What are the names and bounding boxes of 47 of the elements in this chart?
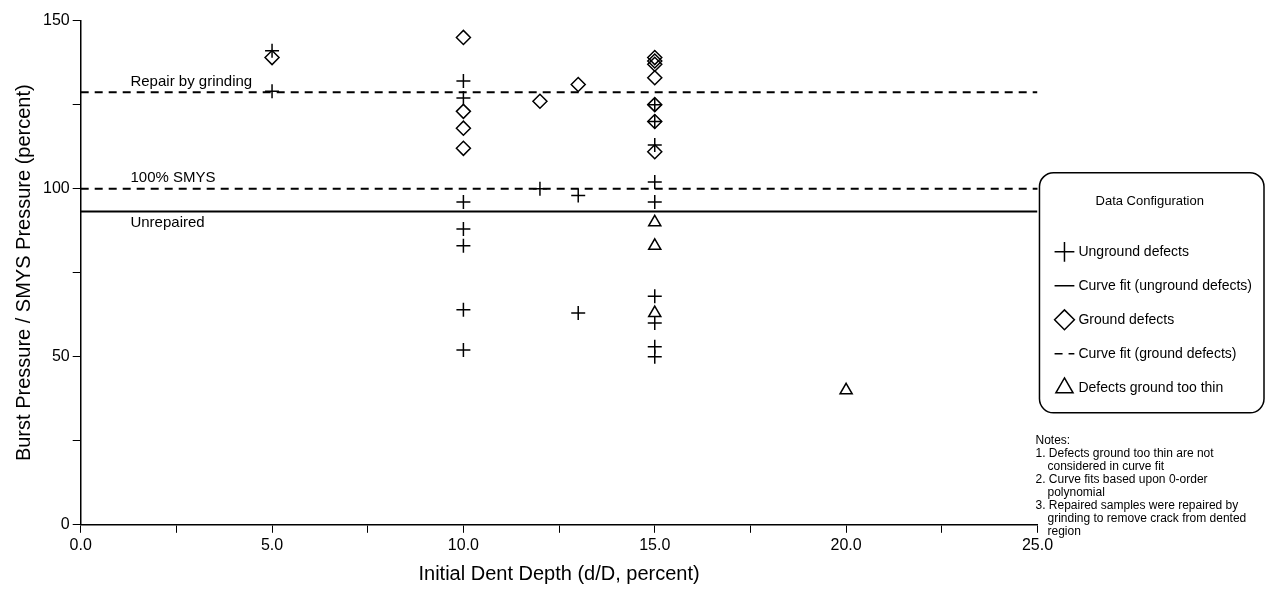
point (647, 143, 663, 160)
point (570, 187, 586, 204)
point (570, 76, 586, 93)
legend-label: Curve fit (ground defects) (1078, 344, 1237, 361)
point (455, 90, 472, 106)
point (647, 49, 663, 66)
x-axis-title: Initial Dent Depth (d/D, percent) (418, 561, 700, 584)
point (647, 238, 662, 251)
x-tick-label: 15.0 (639, 535, 671, 553)
y-axis-title: Burst Pressure / SMYS Pressure (percent) (11, 84, 34, 462)
point (647, 53, 663, 69)
point (647, 56, 663, 73)
ref-line-label: 100% SMYS (130, 168, 216, 186)
legend-label: Unground defects (1078, 242, 1189, 259)
y-tick-label: 0 (60, 515, 70, 533)
point (455, 29, 472, 46)
point (455, 140, 472, 157)
annotation: Unrepaired (130, 213, 205, 231)
annotation: Repair by grinding (130, 71, 253, 89)
point (532, 93, 548, 110)
x-tick-label: 0.0 (69, 535, 92, 553)
point (455, 194, 472, 210)
x-tick-label: 20.0 (830, 535, 862, 553)
point (455, 301, 472, 318)
legend-title: Data Configuration (1095, 193, 1204, 209)
point (455, 120, 472, 136)
point (647, 69, 663, 86)
x-tick-label: 10.0 (447, 535, 480, 553)
y-tick-label: 150 (42, 11, 70, 29)
point (839, 382, 853, 395)
legend-label: Ground defects (1078, 310, 1175, 327)
point (647, 305, 662, 318)
y-tick-label: 100 (42, 179, 70, 197)
point (455, 342, 472, 358)
annotation: 1. Defects ground too thin are not considered in curve fit (1035, 446, 1215, 474)
point (264, 49, 280, 66)
point (455, 73, 472, 89)
point (647, 214, 662, 227)
point (455, 103, 472, 120)
point (455, 221, 472, 237)
y-tick-label: 50 (51, 347, 70, 365)
legend-label: Curve fit (unground defects) (1078, 276, 1252, 293)
annotation: 2. Curve fits based upon 0-order polynomial (1035, 472, 1208, 500)
x-tick-label: 5.0 (260, 535, 284, 553)
legend-label: Defects ground too thin (1078, 378, 1224, 395)
annotation: Notes: (1035, 433, 1071, 448)
point (455, 238, 472, 254)
